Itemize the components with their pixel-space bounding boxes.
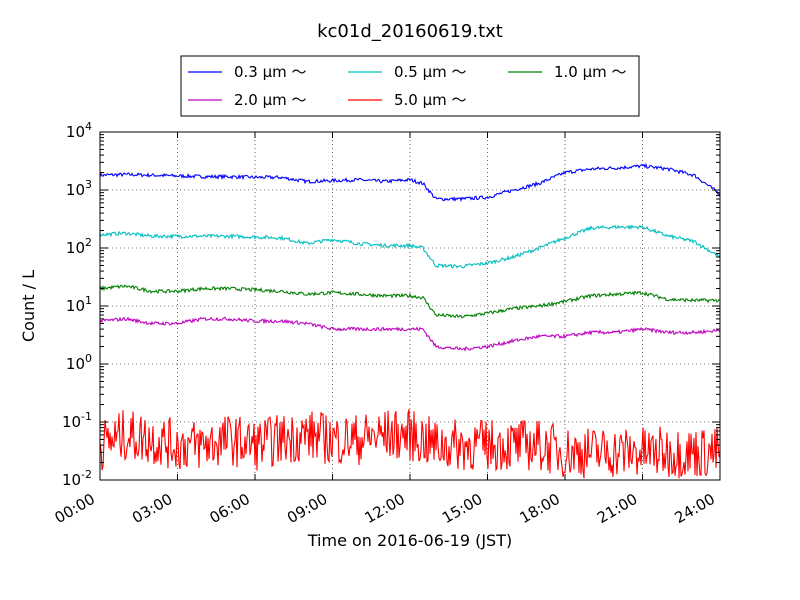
x-tick-label: 06:00 (207, 490, 253, 527)
y-axis-label: Count / L (19, 270, 38, 342)
tick-marks (99, 131, 721, 481)
series-line (99, 284, 721, 319)
series-line (99, 409, 721, 479)
series-lines (99, 162, 721, 479)
plot-area (99, 131, 721, 481)
series-line (99, 316, 721, 352)
legend-label: 2.0 μm ～ (234, 91, 307, 109)
legend-label: 0.3 μm ～ (234, 63, 307, 81)
series-line (99, 224, 721, 269)
x-tick-label: 24:00 (672, 490, 718, 527)
legend-label: 5.0 μm ～ (394, 91, 467, 109)
x-tick-label: 00:00 (52, 490, 98, 527)
y-tick-label: 100 (66, 352, 92, 373)
y-tick-label: 10-2 (62, 468, 92, 489)
x-axis-label: Time on 2016-06-19 (JST) (307, 531, 512, 550)
x-tick-label: 21:00 (594, 490, 640, 527)
x-tick-label: 12:00 (362, 490, 408, 527)
legend-box (180, 55, 640, 117)
y-tick-label: 103 (66, 178, 92, 199)
y-tick-label: 102 (66, 236, 92, 257)
x-tick-label: 18:00 (517, 490, 563, 527)
grid (100, 132, 720, 480)
x-tick-labels: 00:00 03:00 06:00 09:00 12:00 15:00 18:00 21:00… (52, 490, 718, 527)
y-tick-label: 10-1 (62, 410, 92, 431)
legend-label: 0.5 μm ～ (394, 63, 467, 81)
y-tick-labels: 10-2 10-1 100 101 102 103 104 (62, 120, 92, 489)
y-tick-label: 101 (66, 294, 92, 315)
x-tick-label: 09:00 (284, 490, 330, 527)
chart-title: kc01d_20160619.txt (317, 21, 503, 42)
legend: 0.3 μm ～ 0.5 μm ～ 1.0 μm ～ 2.0 μm ～ 5.0 μm ～ (180, 55, 640, 117)
x-tick-label: 15:00 (439, 490, 485, 527)
y-tick-label: 104 (66, 120, 92, 141)
series-line (99, 162, 721, 202)
legend-label: 1.0 μm ～ (554, 63, 627, 81)
x-tick-label: 03:00 (129, 490, 175, 527)
